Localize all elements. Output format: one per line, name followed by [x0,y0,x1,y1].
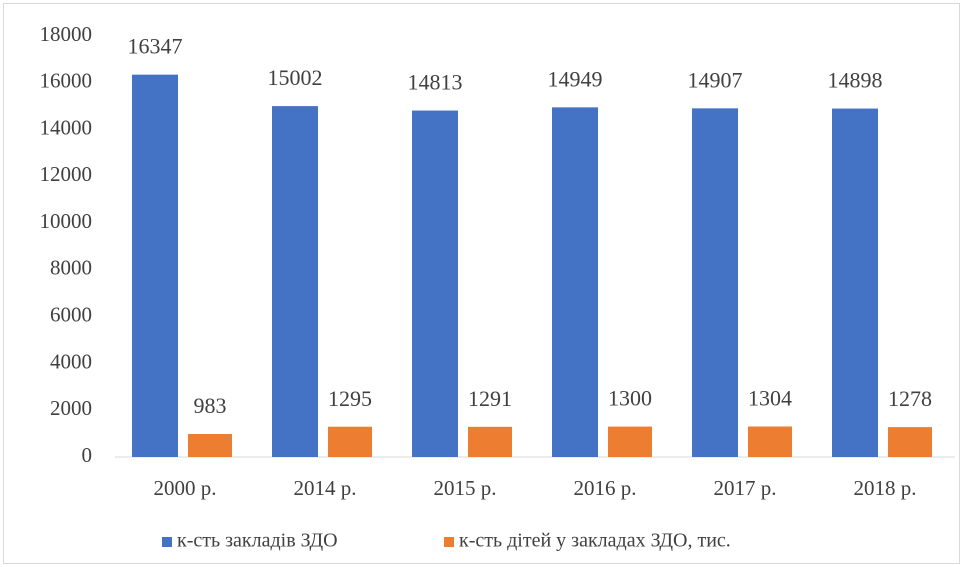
data-label: 1278 [888,386,932,411]
data-label: 1291 [468,386,512,411]
x-tick-label: 2018 р. [854,476,917,500]
x-tick-label: 2014 р. [294,476,357,500]
x-tick-label: 2016 р. [574,476,637,500]
bar [132,74,178,457]
legend-label: к-сть закладів ЗДО [177,530,338,552]
bar [552,107,598,457]
legend-swatch [444,537,454,547]
bar [692,108,738,458]
bar [888,427,932,457]
bar [468,426,512,457]
data-label: 983 [194,393,227,418]
bar [328,426,372,457]
y-tick-label: 0 [82,443,93,467]
y-tick-label: 4000 [50,349,92,373]
legend-swatch [162,537,172,547]
data-label: 14813 [408,70,463,95]
y-tick-label: 12000 [40,162,93,186]
bar [748,426,792,457]
data-label: 15002 [268,65,323,90]
bar [608,426,652,457]
data-label: 14907 [688,67,743,92]
data-label: 1295 [328,386,372,411]
x-tick-label: 2000 р. [154,476,217,500]
y-tick-label: 2000 [50,396,92,420]
legend-label: к-сть дітей у закладах ЗДО, тис. [459,530,731,552]
bar [412,110,458,457]
data-label: 14898 [828,68,883,93]
data-label: 1304 [748,386,792,411]
y-tick-label: 18000 [40,22,93,46]
y-tick-label: 14000 [40,115,93,139]
y-tick-label: 10000 [40,209,93,233]
y-tick-label: 16000 [40,69,93,93]
x-tick-label: 2015 р. [434,476,497,500]
data-label: 16347 [128,34,183,59]
x-tick-label: 2017 р. [714,476,777,500]
data-label: 1300 [608,386,652,411]
data-label: 14949 [548,66,603,91]
y-tick-label: 8000 [50,256,92,280]
bar [832,108,878,457]
bar [272,106,318,458]
bar [188,434,232,457]
y-tick-label: 6000 [50,302,92,326]
